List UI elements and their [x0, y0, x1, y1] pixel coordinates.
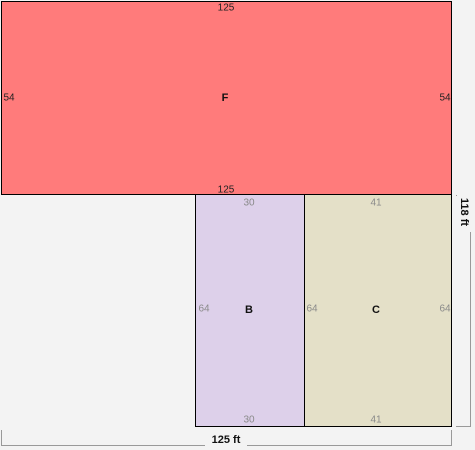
room-right-length: 54 [439, 93, 451, 104]
width-label-bg [205, 433, 247, 447]
room-bottom-length: 125 [218, 185, 235, 196]
room-top-length: 41 [370, 198, 382, 209]
room-right-length: 64 [439, 304, 451, 315]
room-top-length: 125 [218, 3, 235, 14]
room-bottom-length: 41 [370, 415, 382, 426]
room-left-length: 64 [198, 304, 210, 315]
room-f[interactable] [1, 1, 452, 195]
height-label-bg [457, 192, 471, 232]
width-label: 125 ft [212, 434, 241, 446]
room-bottom-length: 30 [243, 415, 255, 426]
room-left-length: 54 [3, 93, 15, 104]
room-left-length: 64 [306, 304, 318, 315]
room-c[interactable] [304, 194, 452, 427]
height-label: 118 ft [458, 198, 470, 226]
room-b[interactable] [195, 194, 305, 427]
room-label: C [372, 304, 380, 316]
room-label: B [245, 304, 253, 316]
room-top-length: 30 [243, 198, 255, 209]
room-label: F [222, 92, 229, 104]
